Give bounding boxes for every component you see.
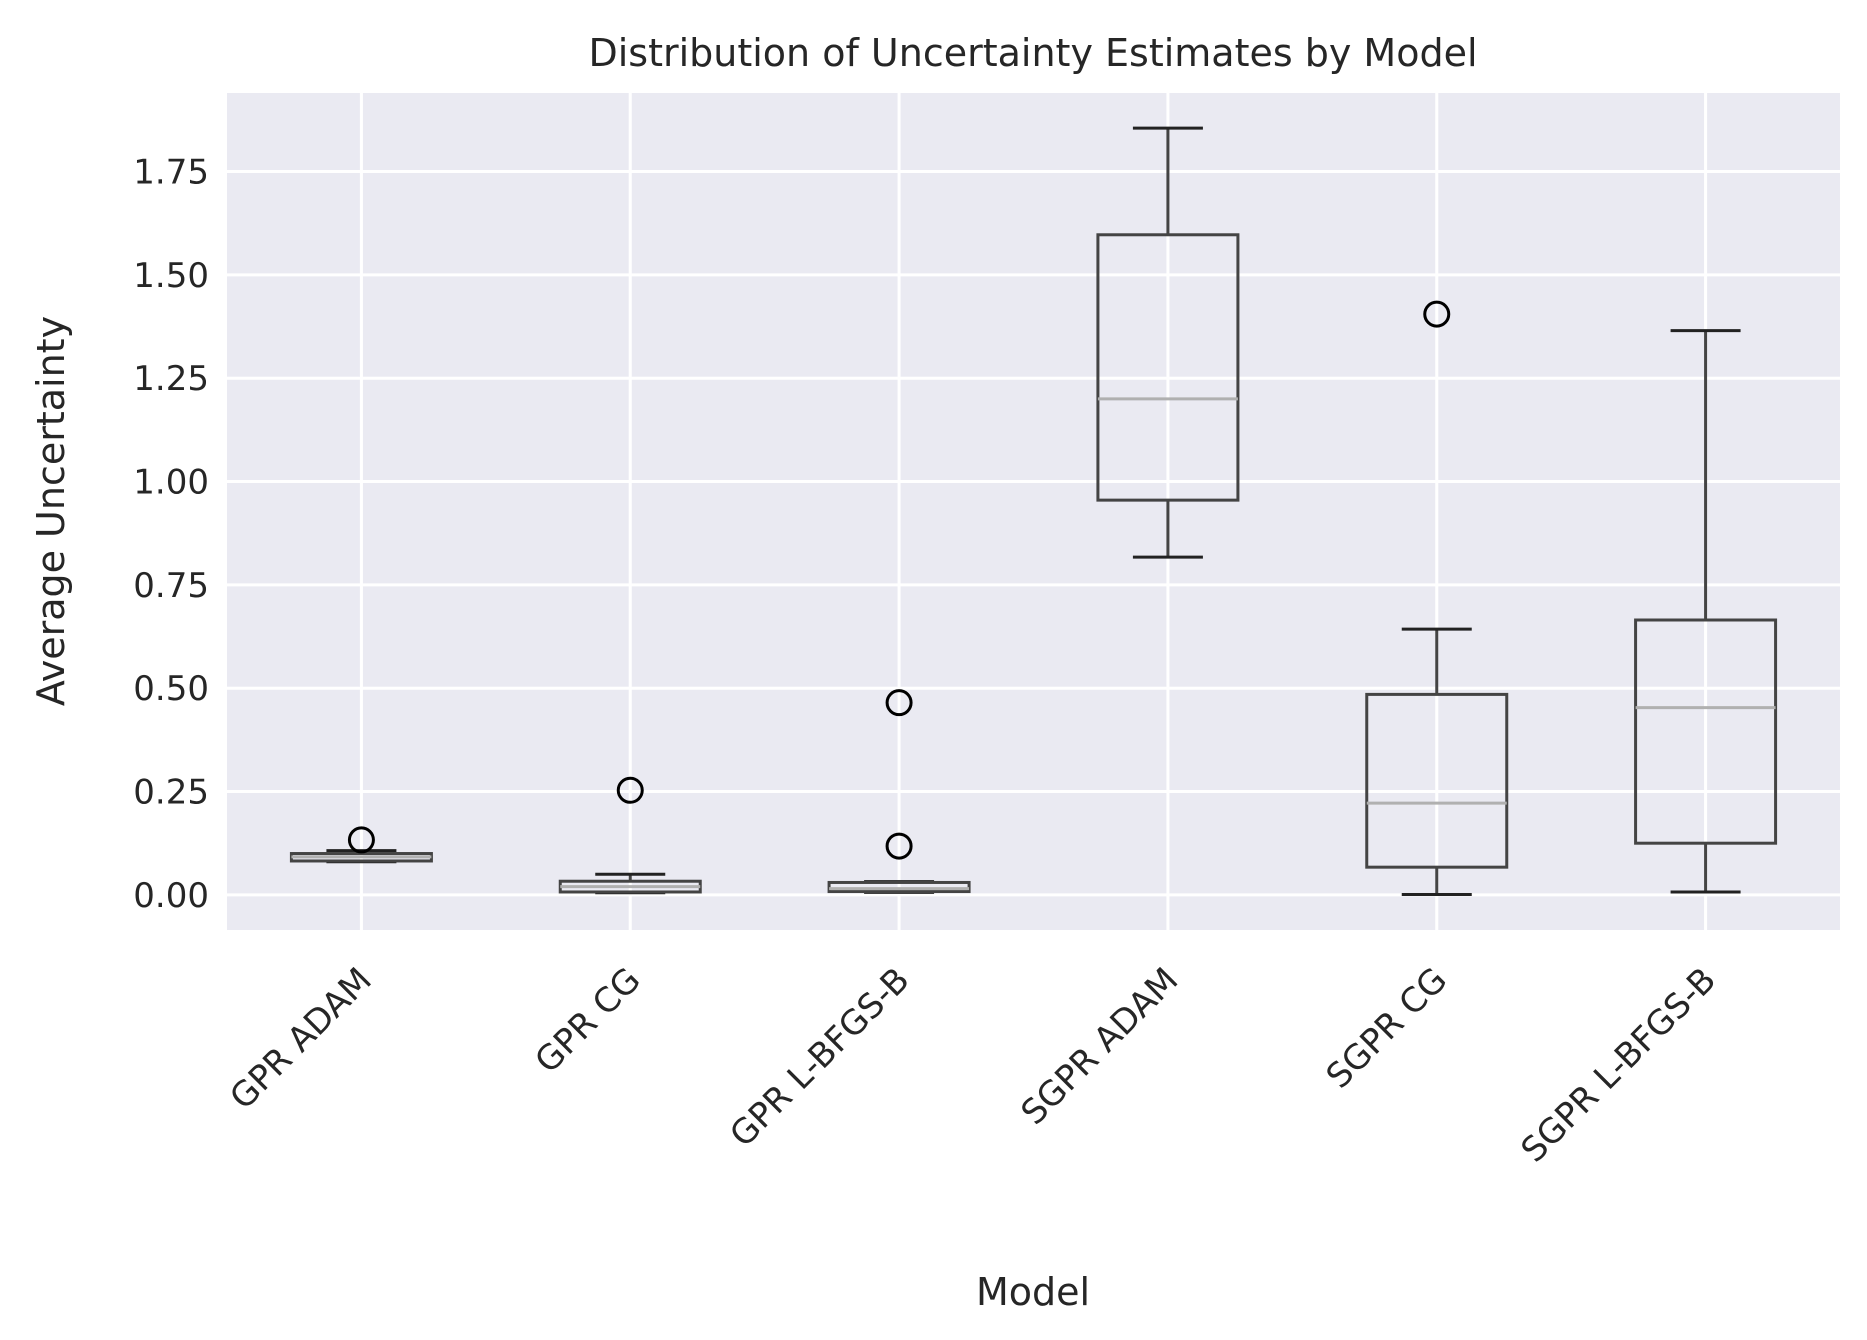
y-tick-label: 0.00	[133, 876, 209, 916]
x-tick-label: GPR ADAM	[222, 960, 379, 1117]
x-tick-label: GPR CG	[527, 960, 648, 1081]
y-tick-label: 1.00	[133, 463, 209, 503]
outlier-point	[616, 776, 644, 804]
y-tick-labels: 0.00 0.25 0.50 0.75 1.00 1.25 1.50 1.75	[133, 153, 209, 916]
x-tick-label: SGPR ADAM	[1014, 960, 1187, 1133]
y-tick-label: 0.75	[133, 566, 209, 606]
outlier-point	[885, 832, 913, 860]
box-iqr	[1365, 692, 1509, 869]
y-tick-label: 1.50	[133, 256, 209, 296]
y-tick-label: 1.25	[133, 359, 209, 399]
chart-title: Distribution of Uncertainty Estimates by…	[588, 31, 1477, 75]
boxes	[289, 126, 1778, 896]
outlier-point	[885, 689, 913, 717]
box-group	[1634, 329, 1778, 894]
outlier-point	[347, 826, 375, 854]
y-axis-label: Average Uncertainty	[29, 316, 73, 706]
box-group	[1365, 300, 1509, 896]
x-tick-label: GPR L-BFGS-B	[722, 960, 917, 1155]
box-iqr	[1096, 233, 1240, 502]
box-group	[558, 776, 702, 895]
y-tick-label: 0.50	[133, 669, 209, 709]
x-tick-label: SGPR CG	[1319, 960, 1455, 1096]
x-axis-label: Model	[976, 1270, 1090, 1314]
box-group	[289, 826, 433, 864]
y-tick-label: 0.25	[133, 773, 209, 813]
outlier-point	[1423, 300, 1451, 328]
x-tick-labels: GPR ADAM GPR CG GPR L-BFGS-B SGPR ADAM SGPR …	[222, 960, 1724, 1170]
x-tick-label: SGPR L-BFGS-B	[1514, 960, 1724, 1170]
box-group	[827, 689, 971, 894]
box-iqr	[1634, 618, 1778, 845]
y-tick-label: 1.75	[133, 153, 209, 193]
box-group	[1096, 126, 1240, 559]
box-iqr	[827, 880, 971, 894]
plot-area	[227, 93, 1840, 930]
